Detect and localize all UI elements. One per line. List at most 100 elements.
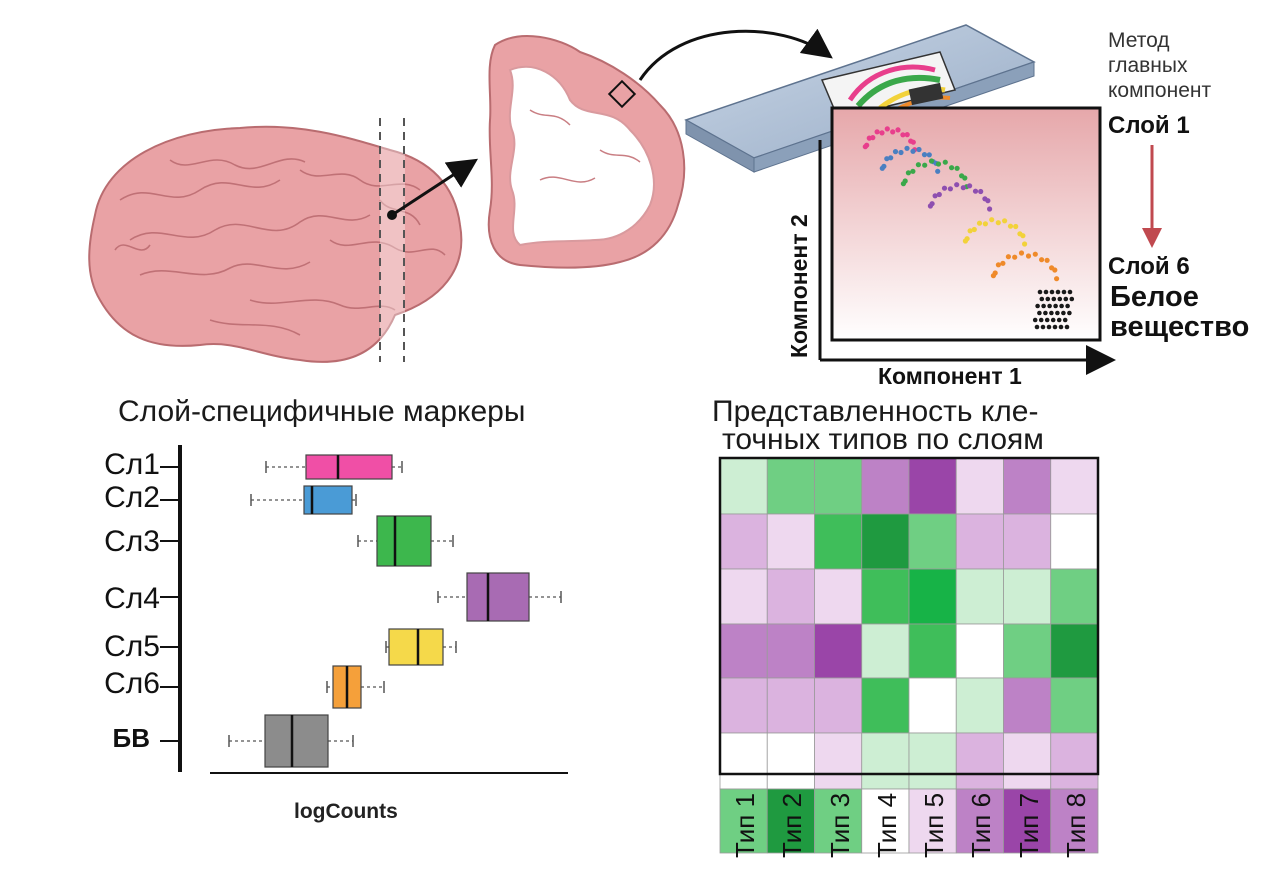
heatmap-cell — [766, 513, 815, 570]
heatmap-cell — [814, 677, 863, 734]
pca-point — [928, 158, 935, 164]
pca-point — [1043, 289, 1049, 295]
heatmap-cell — [766, 677, 815, 734]
pca-point — [884, 156, 890, 162]
pca-point — [1067, 310, 1072, 316]
heatmap-cell — [861, 677, 910, 734]
pca-point — [879, 130, 885, 136]
pca-point — [1045, 296, 1051, 302]
heatmap-cell — [955, 623, 1004, 679]
heatmap-cell — [766, 623, 815, 679]
pca-point — [1050, 317, 1056, 323]
boxplot-row-label: Сл1 — [104, 448, 160, 481]
pca-point — [864, 142, 870, 148]
pca-point — [992, 270, 998, 276]
pca-point — [1049, 310, 1054, 316]
pca-point — [1069, 296, 1075, 302]
boxplot-box — [388, 628, 444, 666]
boxplot-row-label: Сл6 — [104, 667, 160, 700]
boxplot-box — [305, 454, 393, 480]
heatmap-column-label: Тип 5 — [919, 792, 949, 858]
heatmap-column-label: Тип 3 — [824, 792, 855, 858]
pca-y-axis-label: Компонент 2 — [786, 214, 812, 358]
heatmap-cell — [861, 568, 910, 625]
heatmap-cell — [1003, 732, 1052, 790]
boxplot-row-label: Сл5 — [104, 630, 160, 663]
pca-point — [1059, 303, 1064, 309]
pca-point — [922, 162, 928, 168]
boxplot-row-label: Сл2 — [104, 481, 160, 514]
brain-section-illustration — [487, 28, 833, 269]
boxplot-row-label: БВ — [112, 723, 150, 753]
heatmap-cell — [719, 732, 768, 790]
pca-point — [967, 183, 973, 189]
pca-point — [1025, 253, 1032, 259]
pca-point — [1044, 257, 1050, 263]
pca-point — [904, 145, 910, 151]
pca-point — [932, 193, 938, 199]
heatmap-column-label: Тип 1 — [730, 792, 760, 858]
pca-point — [989, 217, 995, 223]
heatmap-cell — [955, 732, 1004, 790]
boxplot-row-label: Сл3 — [104, 525, 160, 558]
heatmap-cell — [908, 568, 957, 625]
pca-point — [1064, 324, 1070, 330]
pca-point — [971, 226, 977, 233]
heatmap-cell — [908, 677, 957, 734]
heatmap-cell — [814, 457, 863, 515]
pca-point — [904, 132, 910, 138]
pca-point — [1054, 276, 1060, 282]
pca-point — [1046, 324, 1052, 330]
heatmap-cell — [1050, 623, 1099, 679]
pca-point — [1057, 296, 1063, 302]
heatmap-column-label: Тип 2 — [777, 792, 808, 858]
pca-point — [895, 127, 901, 133]
pca-point — [892, 149, 899, 155]
boxplot-chart — [160, 445, 568, 774]
pca-point — [902, 178, 908, 184]
heatmap-cell — [766, 732, 815, 790]
pca-point — [1052, 267, 1058, 273]
heatmap-cell — [955, 457, 1004, 515]
pca-point — [1063, 296, 1069, 302]
pca-point — [1067, 289, 1073, 295]
pca-point — [949, 165, 955, 171]
pca-point — [1020, 233, 1026, 239]
pca-point — [921, 152, 928, 158]
heatmap-cell — [719, 513, 768, 570]
pca-point — [890, 129, 896, 135]
heatmap-cell — [814, 788, 863, 854]
pca-point — [1007, 223, 1014, 229]
heatmap-cell — [1050, 457, 1099, 515]
pca-point — [905, 170, 912, 176]
pca-point — [1056, 317, 1062, 323]
heatmap-cell — [719, 677, 768, 734]
pca-point — [910, 139, 916, 145]
pca-point — [964, 236, 970, 242]
pca-point — [910, 148, 916, 154]
pca-point — [1062, 317, 1068, 323]
heatmap-cell — [814, 568, 863, 625]
pca-point — [1002, 218, 1008, 224]
pca-point — [870, 135, 876, 141]
boxplot-xlabel: logCounts — [294, 800, 398, 823]
heatmap-cell — [766, 788, 815, 854]
boxplot-box — [264, 714, 329, 768]
heatmap-cell — [719, 623, 768, 679]
heatmap-title-line1: Представленность кле- — [712, 395, 1039, 428]
pca-point — [1038, 317, 1044, 323]
heatmap-column-label: Тип 8 — [1060, 792, 1091, 858]
heatmap-cell — [1050, 677, 1099, 734]
pca-layer1-label: Слой 1 — [1108, 112, 1190, 139]
heatmap-cell — [955, 677, 1004, 734]
pca-method-label: Метод главных компонент — [1108, 29, 1212, 102]
pca-point — [1032, 317, 1038, 323]
pca-x-axis-label: Компонент 1 — [878, 363, 1022, 389]
pca-point — [1000, 260, 1006, 266]
pca-point — [1051, 296, 1057, 302]
heatmap-column-label: Тип 7 — [1013, 792, 1044, 858]
boxplot-box — [466, 572, 530, 622]
pca-point — [1041, 303, 1046, 309]
